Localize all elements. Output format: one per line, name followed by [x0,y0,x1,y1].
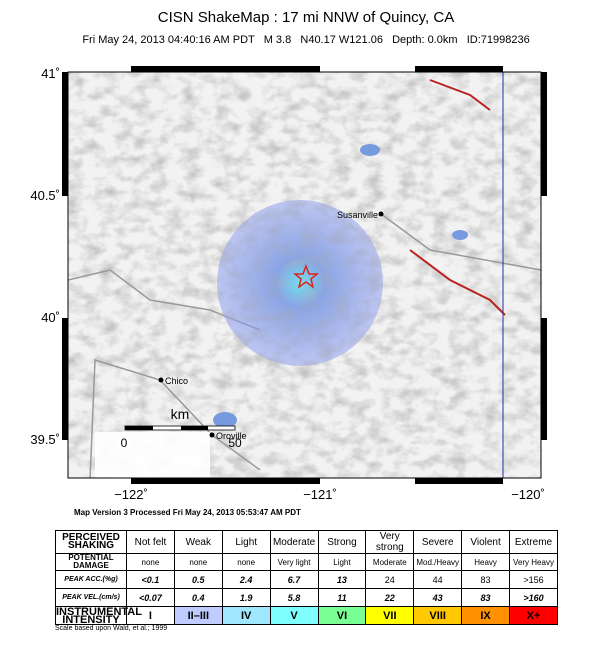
fault [429,79,491,111]
epicenter [292,263,320,289]
frame-bar [415,66,503,72]
table-cell: Severe [413,530,463,554]
frame-bar [415,478,503,484]
road [380,213,541,271]
map: Susanville Chico Oroville km 0 50 [68,72,541,478]
table-cell: Light [221,530,271,554]
frame-bar [541,72,547,196]
row-header: PERCEIVED SHAKING [55,530,127,554]
table-cell: >156 [509,570,558,589]
table-cell: Weak [173,530,223,554]
scale-bar-segment [125,426,153,430]
table-cell: Very strong [365,530,415,554]
table-cell: Extreme [509,530,558,554]
table-cell: 1.9 [221,588,271,607]
row-header: PEAK ACC.(%g) [55,570,127,589]
table-cell: none [126,553,175,571]
table-cell: 44 [413,570,463,589]
frame-bar [541,318,547,440]
lon-label: −122˚ [114,487,148,502]
scale-label: 0 [121,436,128,450]
table-cell: X+ [509,606,558,625]
lat-label: 39.5˚ [30,432,60,447]
table-cell: Moderate [365,553,415,571]
table-row: POTENTIAL DAMAGE none none none Very light Li… [55,553,558,571]
table-cell: none [221,553,271,571]
scale-bar-segment [181,426,208,430]
scale-unit: km [171,406,190,422]
place-dot [158,377,164,383]
table-cell: IX [461,606,510,625]
frame-bar [62,72,68,196]
table-cell: II–III [173,606,223,625]
subtitle: Fri May 24, 2013 04:40:16 AM PDT M 3.8 N… [82,34,529,46]
lon-label: −121˚ [303,487,337,502]
table-row: PEAK ACC.(%g) <0.1 0.5 2.4 6.7 13 24 44 83 >156 [55,570,558,589]
frame-bar [131,66,320,72]
intensity-table: PERCEIVED SHAKING Not felt Weak Light Modera… [55,530,558,625]
table-cell: 43 [413,588,463,607]
lon-label: −120˚ [511,487,545,502]
table-cell: Not felt [126,530,175,554]
row-header: INSTRUMENTAL INTENSITY [55,605,142,626]
table-cell: Strong [317,530,367,554]
lat-label: 40˚ [41,310,60,325]
table-cell: 24 [365,570,415,589]
table-cell: 0.5 [173,570,223,589]
table-cell: >160 [509,588,558,607]
table-cell: 13 [317,570,367,589]
table-cell: Moderate [269,530,319,554]
table-cell: I [126,606,175,625]
table-row: PEAK VEL.(cm/s) <0.07 0.4 1.9 5.8 11 22 43 83 >16… [55,588,558,607]
table-cell: IV [221,606,271,625]
frame-bar [131,478,320,484]
table-cell: Heavy [461,553,510,571]
table-cell: Light [317,553,367,571]
map-figure: CISN ShakeMap : 17 mi NNW of Quincy, CA … [30,9,547,517]
scale-box [95,432,210,478]
table-cell: VI [317,606,367,625]
table-cell: 2.4 [221,570,271,589]
footnote: Scale based upon Wald, et al.; 1999 [55,625,168,632]
place-dot [378,211,384,217]
table-row: PERCEIVED SHAKING Not felt Weak Light Modera… [55,530,558,554]
lat-label: 41˚ [41,66,60,81]
lake [213,412,237,428]
lake [452,230,468,240]
row-header: PEAK VEL.(cm/s) [55,588,127,607]
lake [360,144,380,156]
table-cell: 6.7 [269,570,319,589]
table-cell: Very Heavy [509,553,558,571]
table-cell: 83 [461,570,510,589]
scale-label: 50 [228,436,242,450]
place-label: Chico [165,376,188,386]
table-cell: <0.07 [126,588,175,607]
place-label: Oroville [216,431,247,441]
table-cell: VIII [413,606,463,625]
lat-label: 40.5˚ [30,188,60,203]
table-cell: 5.8 [269,588,319,607]
version: Map Version 3 Processed Fri May 24, 2013… [74,508,301,517]
table-cell: 11 [317,588,367,607]
table-cell: 83 [461,588,510,607]
frame-ticks [62,66,547,484]
row-header: POTENTIAL DAMAGE [55,553,127,571]
table-cell: Very light [269,553,319,571]
table-cell: Violent [461,530,510,554]
place-label: Susanville [337,210,378,220]
title: CISN ShakeMap : 17 mi NNW of Quincy, CA [158,9,454,26]
place-dot [209,432,215,438]
fault [409,249,506,316]
frame-bar [62,318,68,440]
table-cell: V [269,606,319,625]
table-cell: Mod./Heavy [413,553,463,571]
table-cell: 22 [365,588,415,607]
table-cell: VII [365,606,415,625]
table-row: INSTRUMENTAL INTENSITY I II–III IV V VI VII VII… [55,605,558,626]
table-cell: <0.1 [126,570,175,589]
table-cell: none [173,553,223,571]
table-cell: 0.4 [173,588,223,607]
